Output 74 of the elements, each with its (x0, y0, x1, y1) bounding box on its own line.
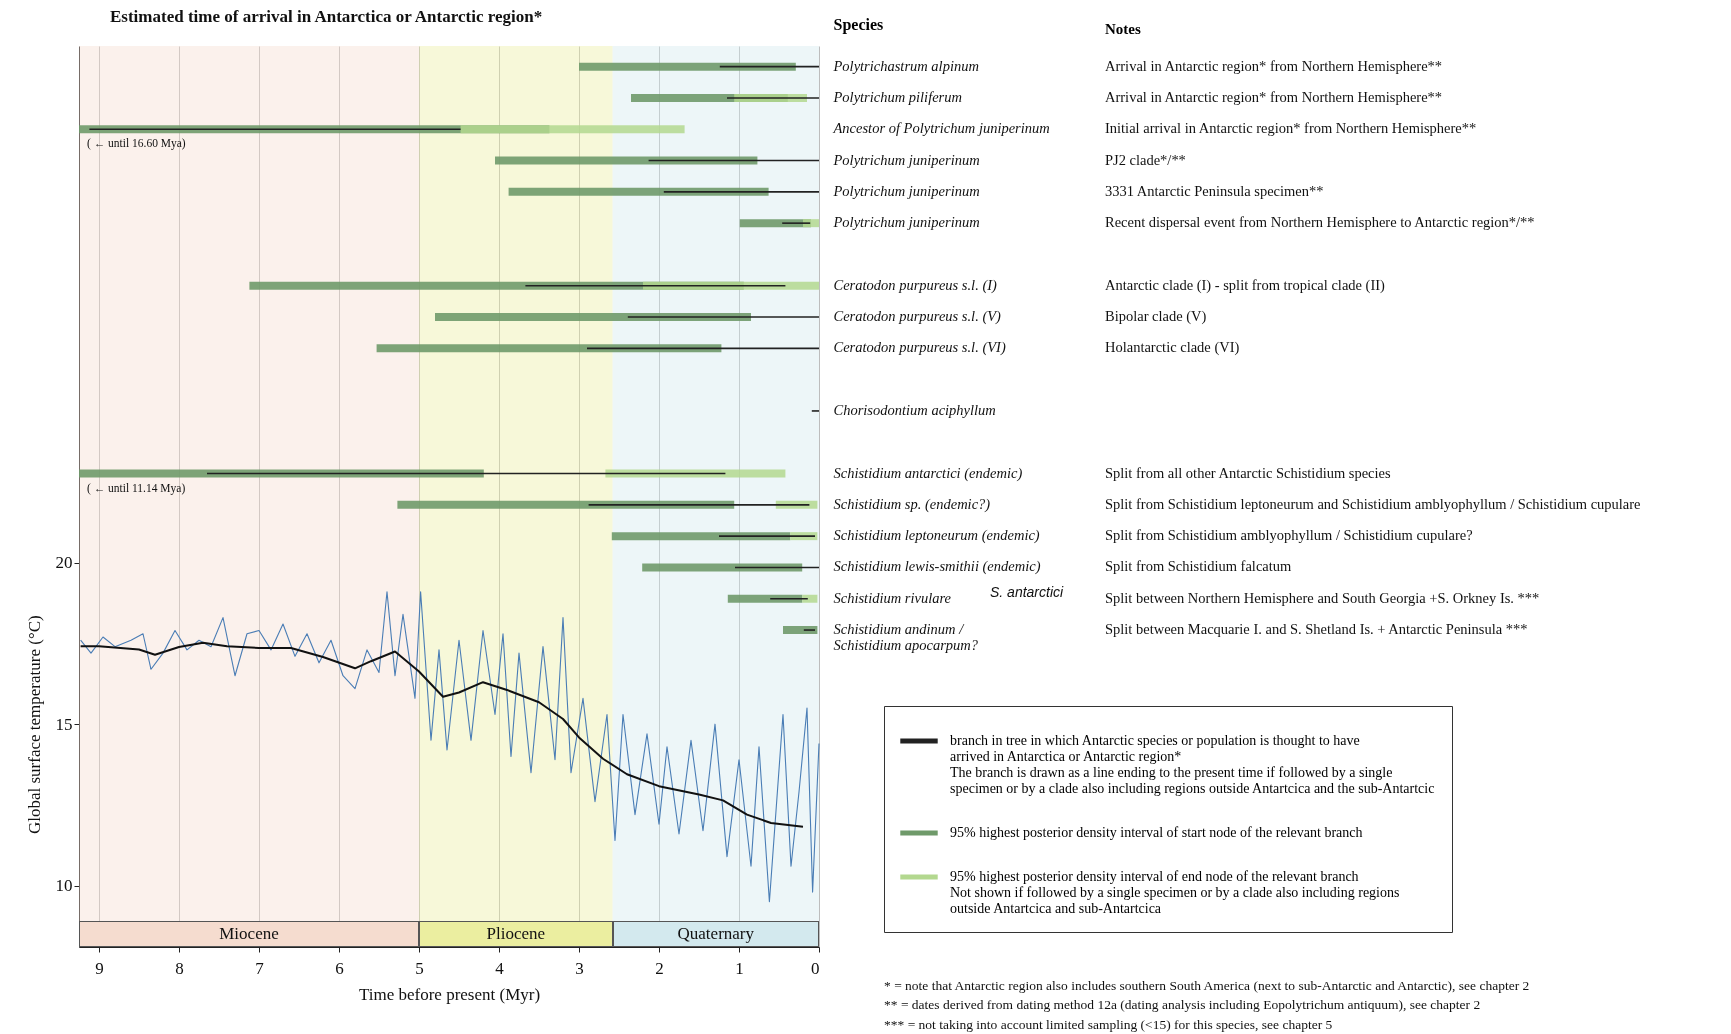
x-tick-label: 4 (495, 958, 505, 978)
annotation: ( ← until 11.14 Mya) (87, 481, 186, 495)
text: *** = not taking into account limited sampling (<15) for this species, see chapter 5 (884, 1016, 1333, 1032)
bar (508, 187, 769, 196)
bar (605, 469, 786, 478)
text: Bipolar clade (V) (1105, 308, 1207, 326)
y-tick-label: Schistidium lewis-smithii (endemic) (833, 558, 1041, 576)
text: Arrival in Antarctic region* from Northern Hemisphere** (1105, 88, 1443, 105)
y-tick-label: Schistidium sp. (endemic?) (833, 495, 991, 513)
x-tick-label: 8 (175, 958, 184, 978)
text: ** = dates derived from dating method 12a (dating analysis including Eopolytrichum antiquum), see chapter 2 (884, 997, 1481, 1013)
y-tick-label: Polytrichum juniperinum (832, 151, 980, 168)
text: Split from Schistidium leptoneurum and Schistidium amblyophyllum / Schistidium cupulare (1105, 495, 1641, 512)
y-tick-label: Ancestor of Polytrichum juniperinum (832, 120, 1050, 137)
bar (435, 313, 751, 322)
x-tick-label: 6 (335, 958, 344, 978)
text: 3331 Antarctic Peninsula specimen** (1105, 182, 1324, 199)
x-tick-label: 1 (735, 958, 744, 978)
y-tick-label: Schistidium andinum / Schistidium apocarpum? (833, 621, 979, 654)
x-tick-label: 7 (255, 958, 265, 978)
legend-label: branch in tree in which Antarctic species or population is thought to have arrived in Antarctica or Antarctic region* The branch is drawn as a line ending to the present time if followed by a single specimen or by a clade also including regions outside Antartcica and the sub-Antartcic (950, 733, 1435, 796)
epoch-box: Quaternary (612, 921, 819, 947)
text: Split between Macquarie I. and S. Shetland Is. + Antarctic Peninsula *** (1105, 621, 1528, 638)
epoch-box: Pliocene (419, 921, 613, 947)
text: Recent dispersal event from Northern Hemisphere to Antarctic region*/** (1105, 214, 1535, 231)
text: Antarctic clade (I) - split from tropical clade (II) (1105, 276, 1386, 294)
text: Initial arrival in Antarctic region* from Northern Hemisphere** (1105, 120, 1477, 137)
text: Notes (1105, 21, 1141, 37)
chart-title: Estimated time of arrival in Antarctica or Antarctic region* (110, 7, 543, 26)
bar (376, 344, 722, 353)
text: Split from all other Antarctic Schistidium species (1105, 464, 1391, 481)
bar (579, 62, 796, 71)
bar (495, 156, 758, 165)
x-tick-label: 9 (95, 958, 104, 978)
y-tick-label: Schistidium rivulare (833, 589, 952, 606)
bar (783, 626, 818, 635)
y-tick-label: Schistidium leptoneurum (endemic) (833, 527, 1040, 545)
line-series (80, 591, 820, 903)
x-tick-label: 2 (655, 958, 664, 978)
bar (642, 563, 803, 572)
y-tick-label: Polytrichum juniperinum (832, 214, 980, 231)
text: Split between Northern Hemisphere and South Georgia +S. Orkney Is. *** (1105, 589, 1540, 606)
text: PJ2 clade*/** (1105, 151, 1186, 168)
y-tick-label: Schistidium antarctici (endemic) (833, 464, 1023, 482)
y-axis-title: Species (833, 15, 884, 34)
text: Holantarctic clade (VI) (1105, 339, 1240, 357)
bar (79, 469, 484, 478)
y-tick-label: Ceratodon purpureus s.l. (V) (833, 308, 1002, 326)
y-tick-label: 20 (55, 553, 73, 573)
y-tick-label: Chorisodontium aciphyllum (833, 401, 996, 418)
text: Arrival in Antarctic region* from Northern Hemisphere** (1105, 57, 1443, 74)
y-tick-label: 15 (55, 714, 73, 734)
y-tick-label: Polytrichastrum alpinum (832, 57, 979, 74)
epoch-box: Miocene (79, 921, 419, 947)
x-tick-label: 3 (575, 958, 584, 978)
text: S. antarctici (990, 583, 1065, 600)
text: Split from Schistidium amblyophyllum / Schistidium cupulare? (1105, 527, 1473, 544)
x-tick-label: 5 (415, 958, 424, 978)
text: Split from Schistidium falcatum (1105, 558, 1293, 575)
y-tick-label: 10 (55, 876, 73, 896)
legend-label: 95% highest posterior density interval of start node of the relevant branch (950, 825, 1363, 840)
y-axis-title: Global surface temperature (°C) (24, 615, 44, 835)
text: * = note that Antarctic region also includes southern South America (next to sub-Antarctic and Antarctic), see chapter 2 (884, 977, 1530, 993)
y-tick-label: Polytrichum piliferum (832, 88, 962, 105)
x-axis-title: Time before present (Myr) (358, 984, 541, 1004)
y-tick-label: Polytrichum juniperinum (832, 182, 980, 199)
y-tick-label: Ceratodon purpureus s.l. (I) (833, 276, 998, 294)
bar (460, 125, 685, 134)
annotation: ( ← until 16.60 Mya) (87, 137, 186, 151)
legend-label: 95% highest posterior density interval of end node of the relevant branch Not shown if followed by a single specimen or by a clade also including regions outside Antartcica and sub-Antartcica (950, 869, 1400, 916)
y-tick-label: Ceratodon purpureus s.l. (VI) (833, 339, 1006, 357)
line-series (79, 641, 804, 828)
x-tick-label: 0 (811, 958, 820, 978)
bar (611, 532, 791, 541)
